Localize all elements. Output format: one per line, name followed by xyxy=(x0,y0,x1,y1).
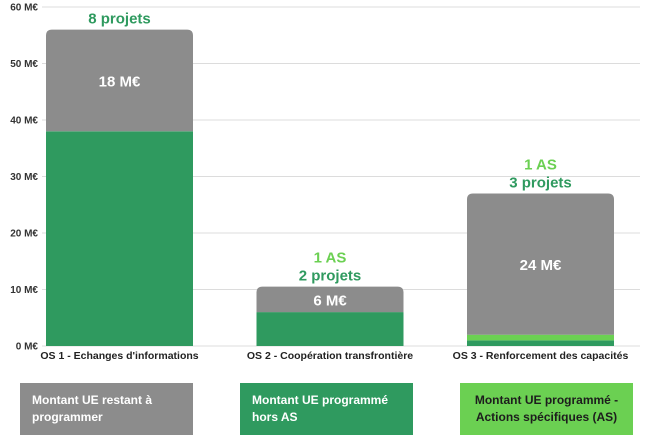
bar-segment xyxy=(256,286,404,313)
projects-count-label: 8 projets xyxy=(88,11,151,28)
as-count-label: 1 AS xyxy=(524,156,557,173)
as-count-label: 1 AS xyxy=(314,250,347,267)
segment-value-label: 6 M€ xyxy=(313,292,347,309)
y-tick-label: 40 M€ xyxy=(10,116,38,127)
legend-item-programme-hors-as: Montant UE programmé hors AS xyxy=(240,383,413,435)
bar-segment xyxy=(467,334,614,341)
legend-item-actions-specifiques: Montant UE programmé - Actions spécifiqu… xyxy=(460,383,633,435)
x-category-label: OS 2 - Coopération transfrontière xyxy=(247,350,413,362)
legend-label-line1: Montant UE programmé xyxy=(252,393,389,407)
bar-segment xyxy=(467,340,614,346)
legend-label-line2: programmer xyxy=(32,410,103,424)
x-category-label: OS 1 - Echanges d'informations xyxy=(40,350,198,362)
bar-segment xyxy=(46,29,193,132)
y-tick-label: 10 M€ xyxy=(10,285,38,296)
legend-label-line1: Montant UE programmé - xyxy=(474,393,619,407)
legend-label-line2: hors AS xyxy=(252,410,298,424)
y-tick-label: 50 M€ xyxy=(10,59,38,70)
y-tick-label: 30 M€ xyxy=(10,172,38,183)
segment-value-label: 18 M€ xyxy=(99,73,141,90)
segment-value-label: 24 M€ xyxy=(520,257,562,274)
bar-segment xyxy=(46,131,193,346)
y-tick-label: 20 M€ xyxy=(10,229,38,240)
legend-label-line1: Montant UE restant à xyxy=(32,393,153,407)
y-tick-label: 0 M€ xyxy=(16,342,39,353)
bar-segment xyxy=(256,312,404,346)
y-tick-label: 60 M€ xyxy=(10,3,38,14)
x-category-label: OS 3 - Renforcement des capacités xyxy=(453,350,629,362)
projects-count-label: 3 projets xyxy=(509,174,572,191)
projects-count-label: 2 projets xyxy=(299,268,362,285)
bar-segment xyxy=(467,193,614,335)
legend-label-line2: Actions spécifiques (AS) xyxy=(475,410,618,424)
legend-item-restant: Montant UE restant à programmer xyxy=(20,383,193,435)
